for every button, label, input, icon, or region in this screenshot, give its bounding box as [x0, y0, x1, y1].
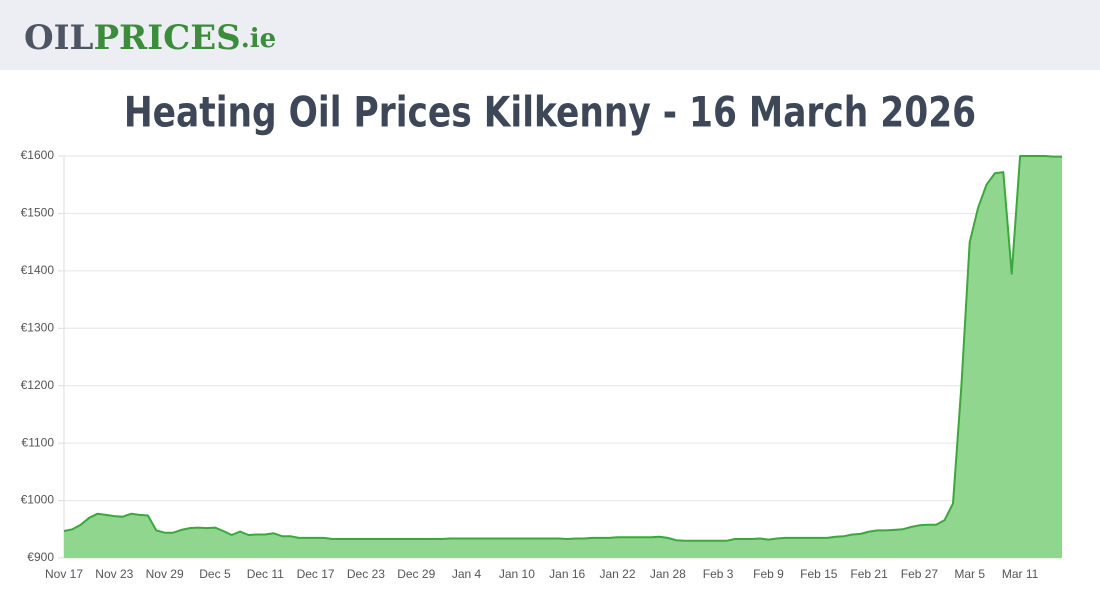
x-tick-label: Dec 5: [199, 567, 231, 581]
area: [64, 156, 1062, 558]
x-tick-label: Dec 23: [347, 567, 385, 581]
x-tick-label: Nov 29: [146, 567, 184, 581]
x-tick-label: Jan 10: [499, 567, 535, 581]
chart-title: Heating Oil Prices Kilkenny - 16 March 2…: [124, 88, 976, 137]
logo[interactable]: OILPRICES.ie: [24, 18, 276, 58]
x-tick-label: Feb 3: [703, 567, 734, 581]
x-tick-label: Jan 28: [650, 567, 686, 581]
x-tick-label: Feb 21: [850, 567, 888, 581]
y-tick-label: €1100: [22, 435, 55, 449]
y-tick-label: €900: [27, 550, 54, 564]
y-tick-label: €1000: [21, 493, 55, 507]
x-tick-label: Jan 16: [549, 567, 585, 581]
x-tick-label: Nov 17: [45, 567, 83, 581]
x-tick-label: Feb 15: [800, 567, 838, 581]
x-tick-label: Jan 22: [599, 567, 635, 581]
y-tick-label: €1400: [21, 263, 55, 277]
x-tick-label: Mar 5: [954, 567, 985, 581]
y-tick-label: €1300: [21, 320, 55, 334]
logo-part: .ie: [241, 24, 276, 54]
logo-part: OIL: [24, 18, 94, 58]
logo-part: PRICES: [93, 18, 240, 58]
x-tick-label: Dec 29: [397, 567, 435, 581]
y-tick-label: €1600: [21, 148, 55, 162]
x-tick-label: Nov 23: [95, 567, 133, 581]
x-tick-label: Feb 9: [753, 567, 784, 581]
header-bar: [0, 0, 1100, 70]
y-tick-label: €1200: [21, 378, 55, 392]
x-tick-label: Feb 27: [901, 567, 939, 581]
y-tick-label: €1500: [21, 206, 55, 220]
x-tick-label: Dec 17: [297, 567, 335, 581]
line: [63, 155, 1062, 542]
x-tick-label: Dec 11: [247, 567, 284, 581]
x-tick-label: Jan 4: [452, 567, 482, 581]
x-tick-label: Mar 11: [1002, 567, 1039, 581]
